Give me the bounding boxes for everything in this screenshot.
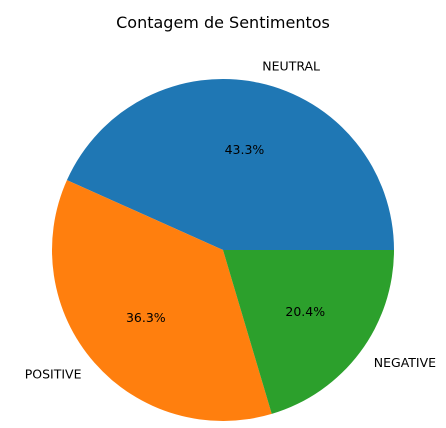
pie-labels: NEUTRAL 43.3% POSITIVE 36.3% NEGATIVE 20.4% bbox=[25, 59, 436, 382]
pie-slices bbox=[51, 78, 395, 422]
slice-neutral bbox=[66, 78, 395, 250]
pct-label-positive: 36.3% bbox=[126, 310, 166, 325]
pct-label-negative: 20.4% bbox=[285, 304, 325, 319]
slice-negative bbox=[223, 250, 394, 414]
chart-title: Contagem de Sentimentos bbox=[116, 13, 330, 32]
pct-label-neutral: 43.3% bbox=[225, 142, 265, 157]
slice-label-neutral: NEUTRAL bbox=[262, 59, 320, 74]
slice-positive bbox=[51, 180, 272, 422]
slice-label-positive: POSITIVE bbox=[25, 366, 82, 381]
slice-label-negative: NEGATIVE bbox=[374, 355, 436, 370]
